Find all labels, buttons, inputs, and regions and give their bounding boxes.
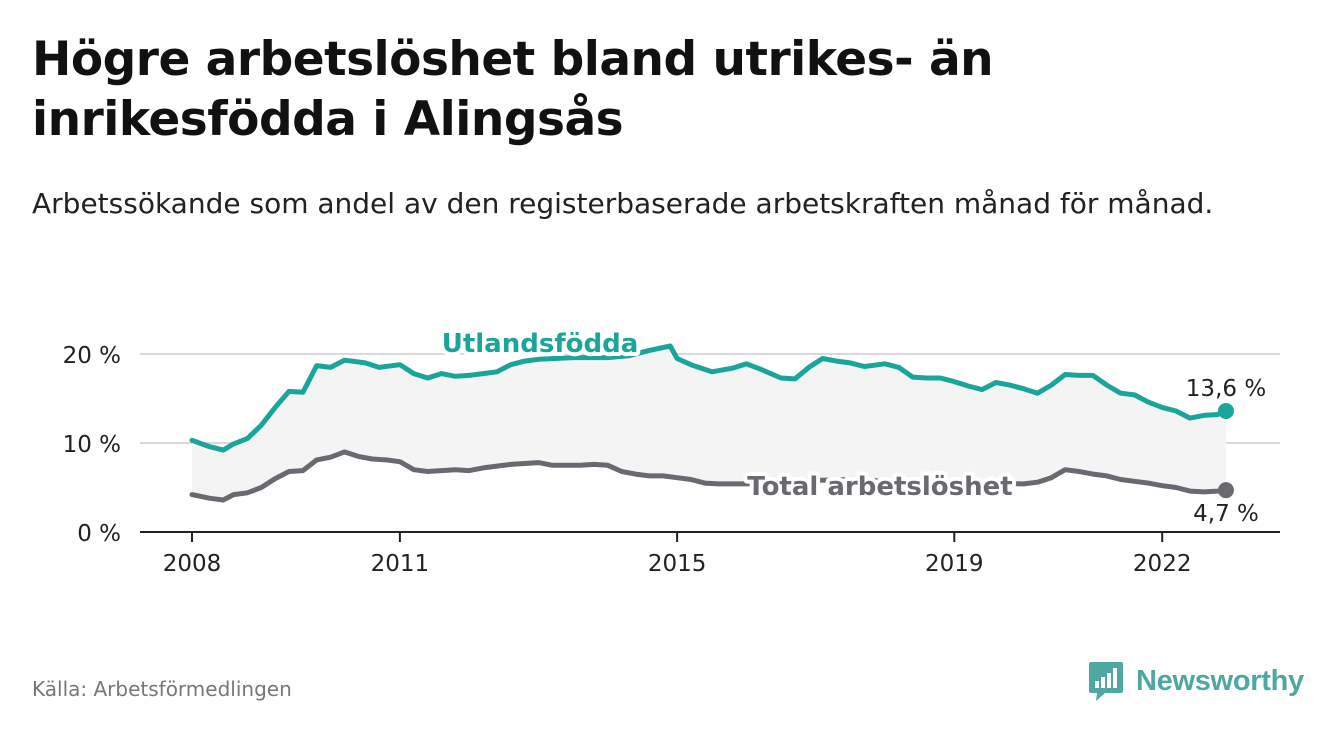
series-name-label: Total arbetslöshet (747, 472, 1012, 502)
chart-subtitle: Arbetssökande som andel av den registerb… (32, 187, 1214, 220)
newsworthy-logo-icon (1089, 662, 1123, 701)
brand-name: Newsworthy (1136, 664, 1304, 697)
series-line-total (189, 449, 1229, 503)
y-tick-label: 20 % (63, 343, 121, 369)
x-tick-label: 2022 (1133, 551, 1192, 577)
x-tick-label: 2019 (925, 551, 984, 577)
series-end-marker (1217, 482, 1234, 499)
series-end-label: 4,7 % (1193, 501, 1259, 527)
x-tick-label: 2008 (163, 551, 222, 577)
x-tick-label: 2015 (648, 551, 707, 577)
series-name-label: Utlandsfödda (442, 329, 639, 359)
source-note: Källa: Arbetsförmedlingen (32, 677, 292, 701)
y-tick-label: 0 % (77, 521, 121, 547)
series-end-marker (1217, 402, 1234, 419)
range-band-area (192, 346, 1226, 500)
x-tick-label: 2011 (371, 551, 430, 577)
y-tick-label: 10 % (63, 432, 121, 458)
brand-logo[interactable]: Newsworthy (1088, 660, 1304, 702)
chart-title: Högre arbetslöshet bland utrikes- än inr… (32, 32, 994, 147)
series-end-label: 13,6 % (1186, 376, 1266, 402)
series-line-utlandsfodda (189, 343, 1229, 453)
